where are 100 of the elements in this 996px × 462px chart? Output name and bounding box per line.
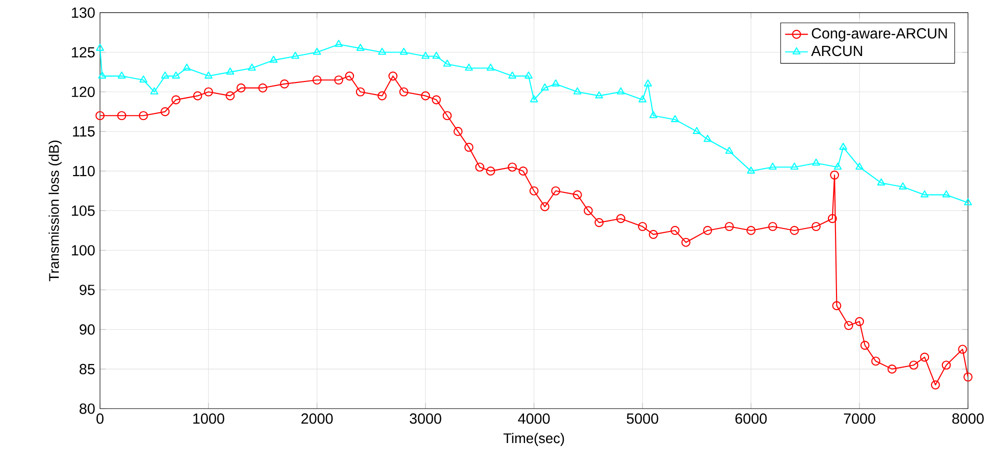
point [422,52,430,59]
point [432,52,440,59]
y-tick-label: 85 [80,364,95,374]
point [768,162,777,170]
point [573,87,582,94]
point [193,91,202,100]
point [790,162,798,170]
point [291,52,300,59]
x-tick-label: 3000 [410,413,442,424]
point [790,226,799,236]
point [768,222,778,232]
point [226,68,234,75]
point [860,340,870,350]
point [280,79,289,88]
point [312,75,322,85]
point [724,222,734,232]
point [830,170,840,180]
point [638,222,648,232]
point [161,72,170,79]
point [117,111,126,120]
point [258,83,268,92]
point [964,198,972,206]
point [920,190,929,198]
point [898,182,907,190]
point [486,166,496,176]
point [204,72,212,79]
point [616,214,626,224]
legend-label: Cong-aware-ARCUN [812,28,947,42]
point [844,320,854,330]
point [442,111,452,120]
point [704,134,712,142]
point [378,48,386,55]
y-tick-label: 95 [80,284,95,296]
point [171,95,180,104]
y-tick-label: 90 [80,324,95,335]
point [464,142,474,152]
y-tick-label: 125 [72,47,95,58]
point [150,87,158,94]
point [871,356,880,366]
point [313,48,321,55]
point [524,72,533,79]
point [551,186,560,196]
x-tick-label: 4000 [518,413,550,424]
point [828,214,837,224]
point [839,142,848,150]
point [877,178,886,186]
y-axis-title: Transmission loss (dB) [48,140,62,282]
point [595,91,604,98]
point [443,60,452,67]
x-tick-label: 8000 [952,413,984,424]
point [172,72,180,79]
point [356,87,365,96]
point [182,64,191,71]
point [552,79,560,86]
point [644,79,652,86]
point [648,230,658,239]
point [584,206,593,216]
point [270,56,278,63]
x-tick-label: 1000 [193,413,224,424]
point [832,301,842,310]
point [616,87,625,94]
point [942,360,951,370]
point [399,87,408,96]
point [420,91,430,100]
y-tick-label: 120 [72,86,95,98]
point [725,146,734,154]
point [508,162,517,172]
y-tick-label: 110 [73,166,95,176]
point [703,226,712,236]
point [671,115,680,122]
point [226,91,235,100]
point [681,238,690,247]
point [475,162,484,172]
x-tick-label: 7000 [844,413,876,424]
x-tick-label: 2000 [301,413,333,424]
point [854,317,864,326]
point [812,158,820,166]
point [454,126,463,136]
point [930,380,940,390]
point [334,75,344,85]
point [160,107,170,116]
point [400,48,408,55]
x-tick-label: 0 [96,413,104,424]
point [572,190,582,200]
point [529,186,539,196]
point [486,64,495,71]
point [888,364,897,374]
point [356,44,364,51]
y-tick-label: 80 [80,403,95,414]
point [530,95,538,102]
point [638,95,646,102]
y-tick-label: 100 [72,245,95,256]
x-axis-title: Time(sec) [503,432,564,446]
y-tick-label: 130 [72,7,95,18]
point [378,91,387,100]
point [540,202,550,212]
point [812,222,821,232]
point [464,64,473,71]
point [118,72,126,79]
point [432,95,441,104]
